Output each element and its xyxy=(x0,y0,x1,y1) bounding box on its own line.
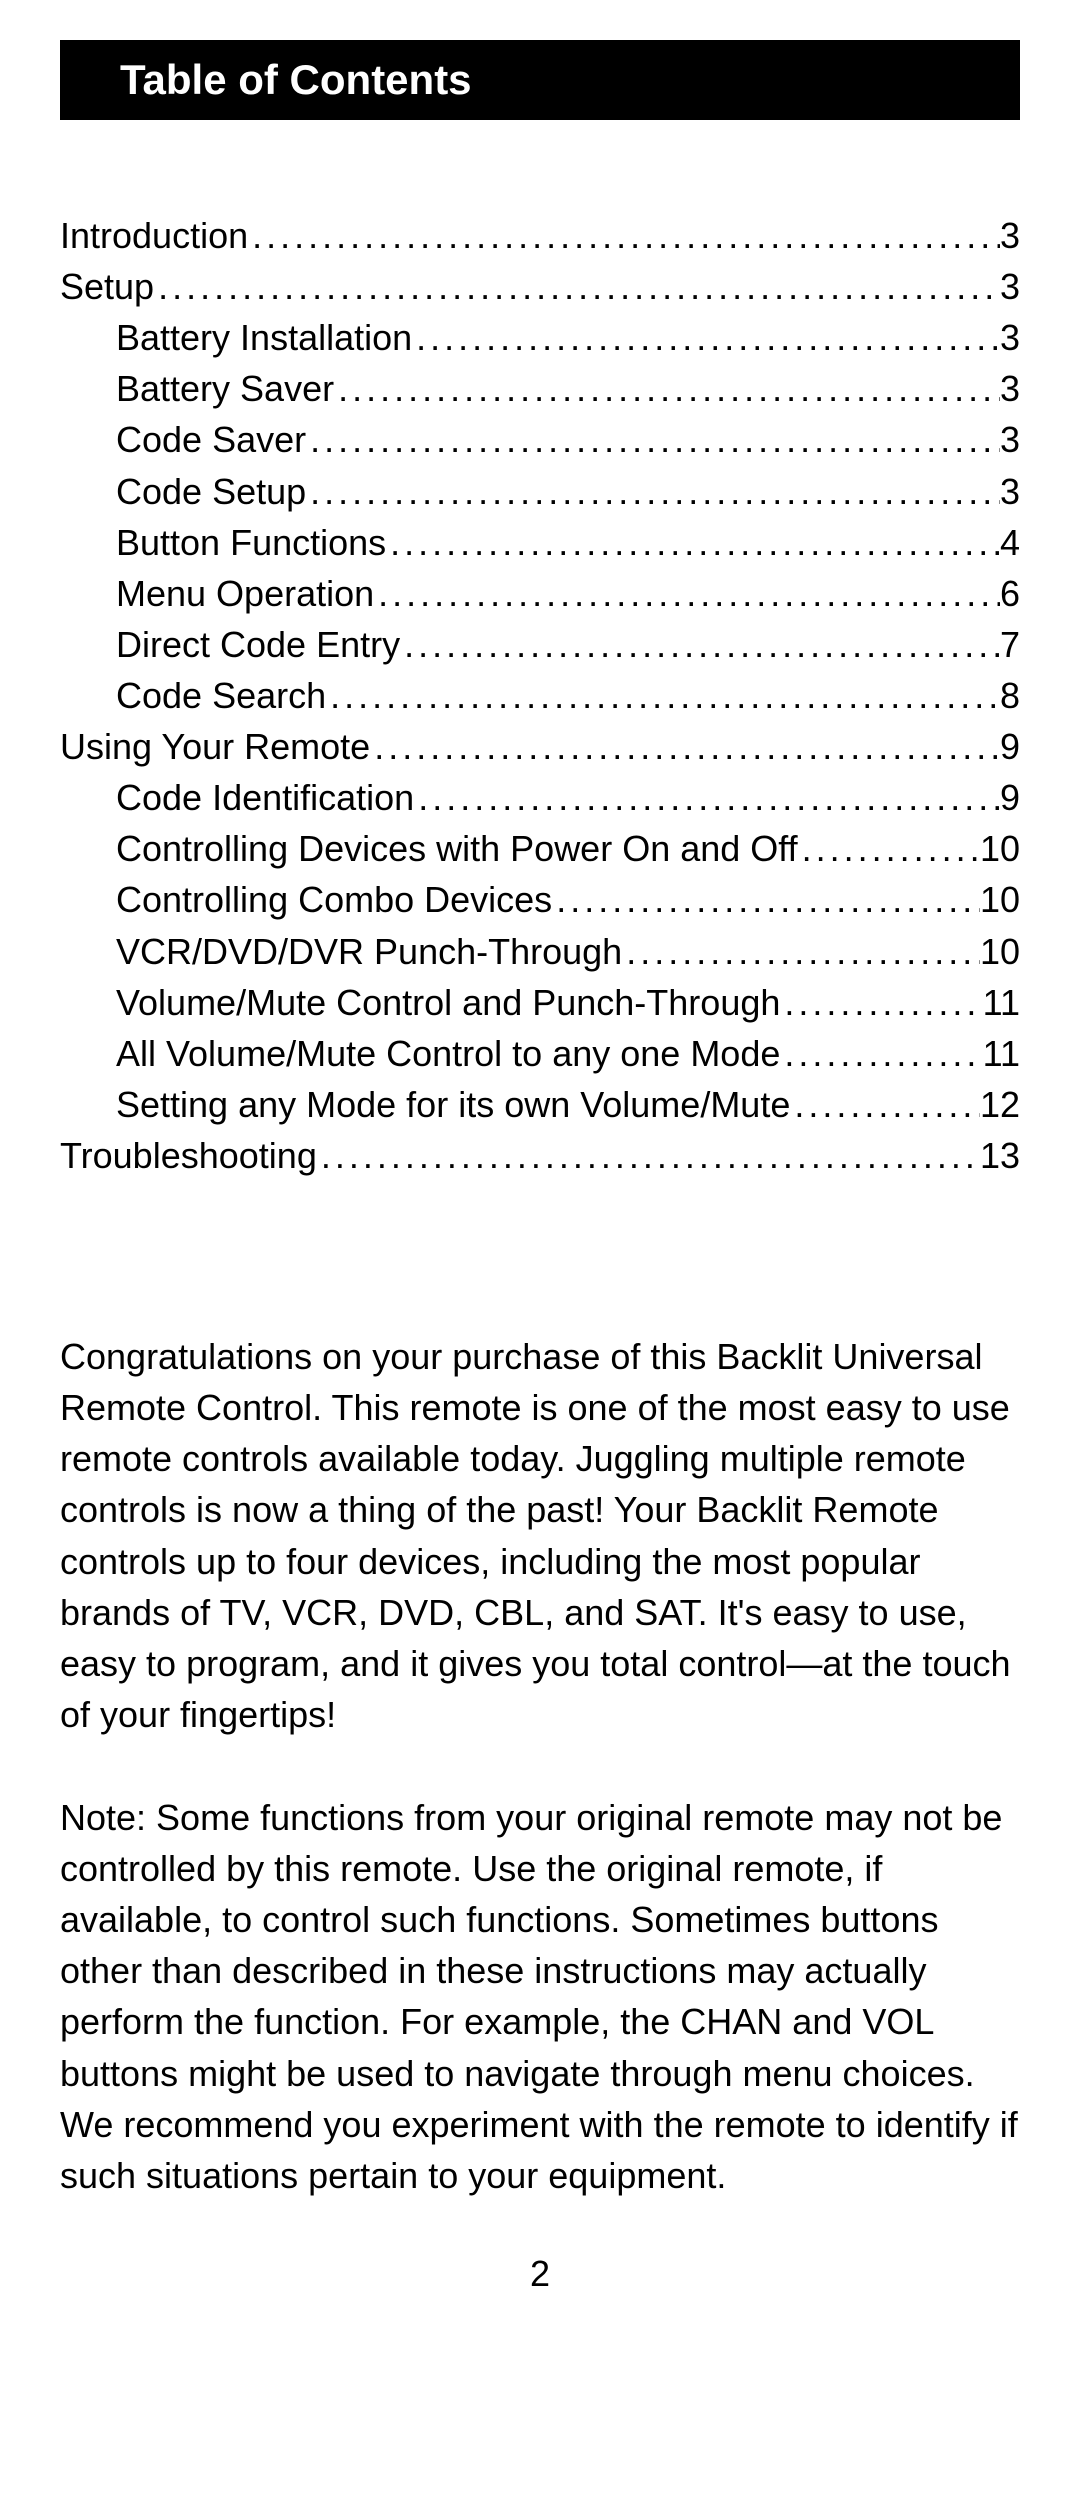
toc-row: Controlling Combo Devices...............… xyxy=(60,874,1020,925)
toc-dot-leader: ........................................… xyxy=(317,1130,980,1181)
toc-dot-leader: ........................................… xyxy=(248,210,1000,261)
toc-entry-page: 3 xyxy=(1000,363,1020,414)
toc-row: Setting any Mode for its own Volume/Mute… xyxy=(60,1079,1020,1130)
toc-row: Code Identification.....................… xyxy=(60,772,1020,823)
toc-entry-label: Code Search xyxy=(116,670,326,721)
toc-dot-leader: ........................................… xyxy=(552,874,980,925)
toc-row: Direct Code Entry.......................… xyxy=(60,619,1020,670)
toc-entry-label: Volume/Mute Control and Punch-Through xyxy=(116,977,780,1028)
toc-entry-label: Setup xyxy=(60,261,154,312)
toc-entry-label: Introduction xyxy=(60,210,248,261)
toc-entry-page: 9 xyxy=(1000,772,1020,823)
toc-row: Code Setup..............................… xyxy=(60,466,1020,517)
toc-dot-leader: ........................................… xyxy=(306,414,1000,465)
toc-entry-label: Code Identification xyxy=(116,772,414,823)
toc-dot-leader: ........................................… xyxy=(780,1028,982,1079)
toc-entry-label: Code Setup xyxy=(116,466,306,517)
page-number: 2 xyxy=(60,2253,1020,2295)
body-text: Congratulations on your purchase of this… xyxy=(60,1331,1020,2201)
toc-entry-page: 3 xyxy=(1000,466,1020,517)
toc-header-title: Table of Contents xyxy=(120,56,472,103)
toc-entry-page: 3 xyxy=(1000,210,1020,261)
toc-row: Battery Saver...........................… xyxy=(60,363,1020,414)
toc-dot-leader: ........................................… xyxy=(790,1079,980,1130)
toc-entry-page: 10 xyxy=(980,874,1020,925)
toc-entry-page: 9 xyxy=(1000,721,1020,772)
toc-dot-leader: ........................................… xyxy=(414,772,1000,823)
table-of-contents: Introduction............................… xyxy=(60,210,1020,1181)
toc-entry-label: Battery Saver xyxy=(116,363,334,414)
toc-entry-label: Using Your Remote xyxy=(60,721,370,772)
toc-dot-leader: ........................................… xyxy=(780,977,982,1028)
toc-entry-page: 6 xyxy=(1000,568,1020,619)
toc-row: Using Your Remote.......................… xyxy=(60,721,1020,772)
toc-entry-page: 13 xyxy=(980,1130,1020,1181)
toc-entry-label: Controlling Combo Devices xyxy=(116,874,552,925)
toc-entry-label: All Volume/Mute Control to any one Mode xyxy=(116,1028,780,1079)
toc-entry-label: Battery Installation xyxy=(116,312,412,363)
toc-row: Volume/Mute Control and Punch-Through...… xyxy=(60,977,1020,1028)
toc-dot-leader: ........................................… xyxy=(154,261,1000,312)
toc-dot-leader: ........................................… xyxy=(798,823,980,874)
intro-paragraph-2: Note: Some functions from your original … xyxy=(60,1792,1020,2201)
toc-row: Battery Installation....................… xyxy=(60,312,1020,363)
intro-paragraph-1: Congratulations on your purchase of this… xyxy=(60,1331,1020,1740)
toc-dot-leader: ........................................… xyxy=(622,926,980,977)
toc-entry-page: 12 xyxy=(980,1079,1020,1130)
toc-entry-label: Direct Code Entry xyxy=(116,619,400,670)
toc-dot-leader: ........................................… xyxy=(386,517,1000,568)
toc-entry-page: 11 xyxy=(983,1028,1020,1079)
toc-dot-leader: ........................................… xyxy=(400,619,1000,670)
toc-entry-page: 4 xyxy=(1000,517,1020,568)
toc-row: Code Saver..............................… xyxy=(60,414,1020,465)
toc-row: All Volume/Mute Control to any one Mode.… xyxy=(60,1028,1020,1079)
toc-row: Button Functions........................… xyxy=(60,517,1020,568)
toc-entry-label: VCR/DVD/DVR Punch-Through xyxy=(116,926,622,977)
toc-entry-label: Code Saver xyxy=(116,414,306,465)
toc-row: Introduction............................… xyxy=(60,210,1020,261)
toc-row: Troubleshooting.........................… xyxy=(60,1130,1020,1181)
toc-entry-label: Button Functions xyxy=(116,517,386,568)
toc-entry-page: 10 xyxy=(980,926,1020,977)
toc-row: Controlling Devices with Power On and Of… xyxy=(60,823,1020,874)
toc-entry-page: 3 xyxy=(1000,312,1020,363)
toc-entry-page: 8 xyxy=(1000,670,1020,721)
toc-dot-leader: ........................................… xyxy=(374,568,1000,619)
toc-row: Menu Operation..........................… xyxy=(60,568,1020,619)
toc-entry-label: Troubleshooting xyxy=(60,1130,317,1181)
toc-entry-label: Controlling Devices with Power On and Of… xyxy=(116,823,798,874)
toc-entry-page: 7 xyxy=(1000,619,1020,670)
toc-row: Setup...................................… xyxy=(60,261,1020,312)
toc-entry-page: 11 xyxy=(983,977,1020,1028)
toc-entry-label: Menu Operation xyxy=(116,568,374,619)
toc-row: Code Search.............................… xyxy=(60,670,1020,721)
toc-dot-leader: ........................................… xyxy=(370,721,1000,772)
toc-dot-leader: ........................................… xyxy=(412,312,1000,363)
toc-entry-page: 3 xyxy=(1000,414,1020,465)
toc-entry-label: Setting any Mode for its own Volume/Mute xyxy=(116,1079,790,1130)
toc-entry-page: 3 xyxy=(1000,261,1020,312)
toc-header: Table of Contents xyxy=(60,40,1020,120)
toc-dot-leader: ........................................… xyxy=(334,363,1000,414)
toc-dot-leader: ........................................… xyxy=(306,466,1000,517)
toc-row: VCR/DVD/DVR Punch-Through...............… xyxy=(60,926,1020,977)
document-page: Table of Contents Introduction..........… xyxy=(0,0,1080,2355)
toc-entry-page: 10 xyxy=(980,823,1020,874)
toc-dot-leader: ........................................… xyxy=(326,670,1000,721)
